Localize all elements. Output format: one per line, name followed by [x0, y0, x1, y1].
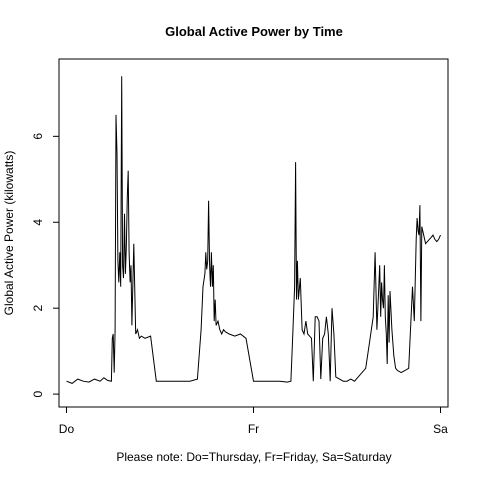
y-tick-label: 2 [31, 305, 45, 312]
x-tick-label: Do [59, 422, 75, 436]
x-tick-label: Fr [248, 422, 259, 436]
series-line [66, 76, 441, 384]
y-tick-label: 6 [31, 133, 45, 140]
y-tick-label: 4 [31, 219, 45, 226]
y-tick-label: 0 [31, 390, 45, 397]
x-axis: Do Fr Sa [59, 406, 448, 436]
y-axis-label: Global Active Power (kilowatts) [2, 151, 16, 316]
chart-title: Global Active Power by Time [165, 24, 343, 39]
footnote: Please note: Do=Thursday, Fr=Friday, Sa=… [116, 450, 391, 464]
x-tick-label: Sa [433, 422, 448, 436]
y-axis: 0 2 4 6 [31, 133, 60, 397]
